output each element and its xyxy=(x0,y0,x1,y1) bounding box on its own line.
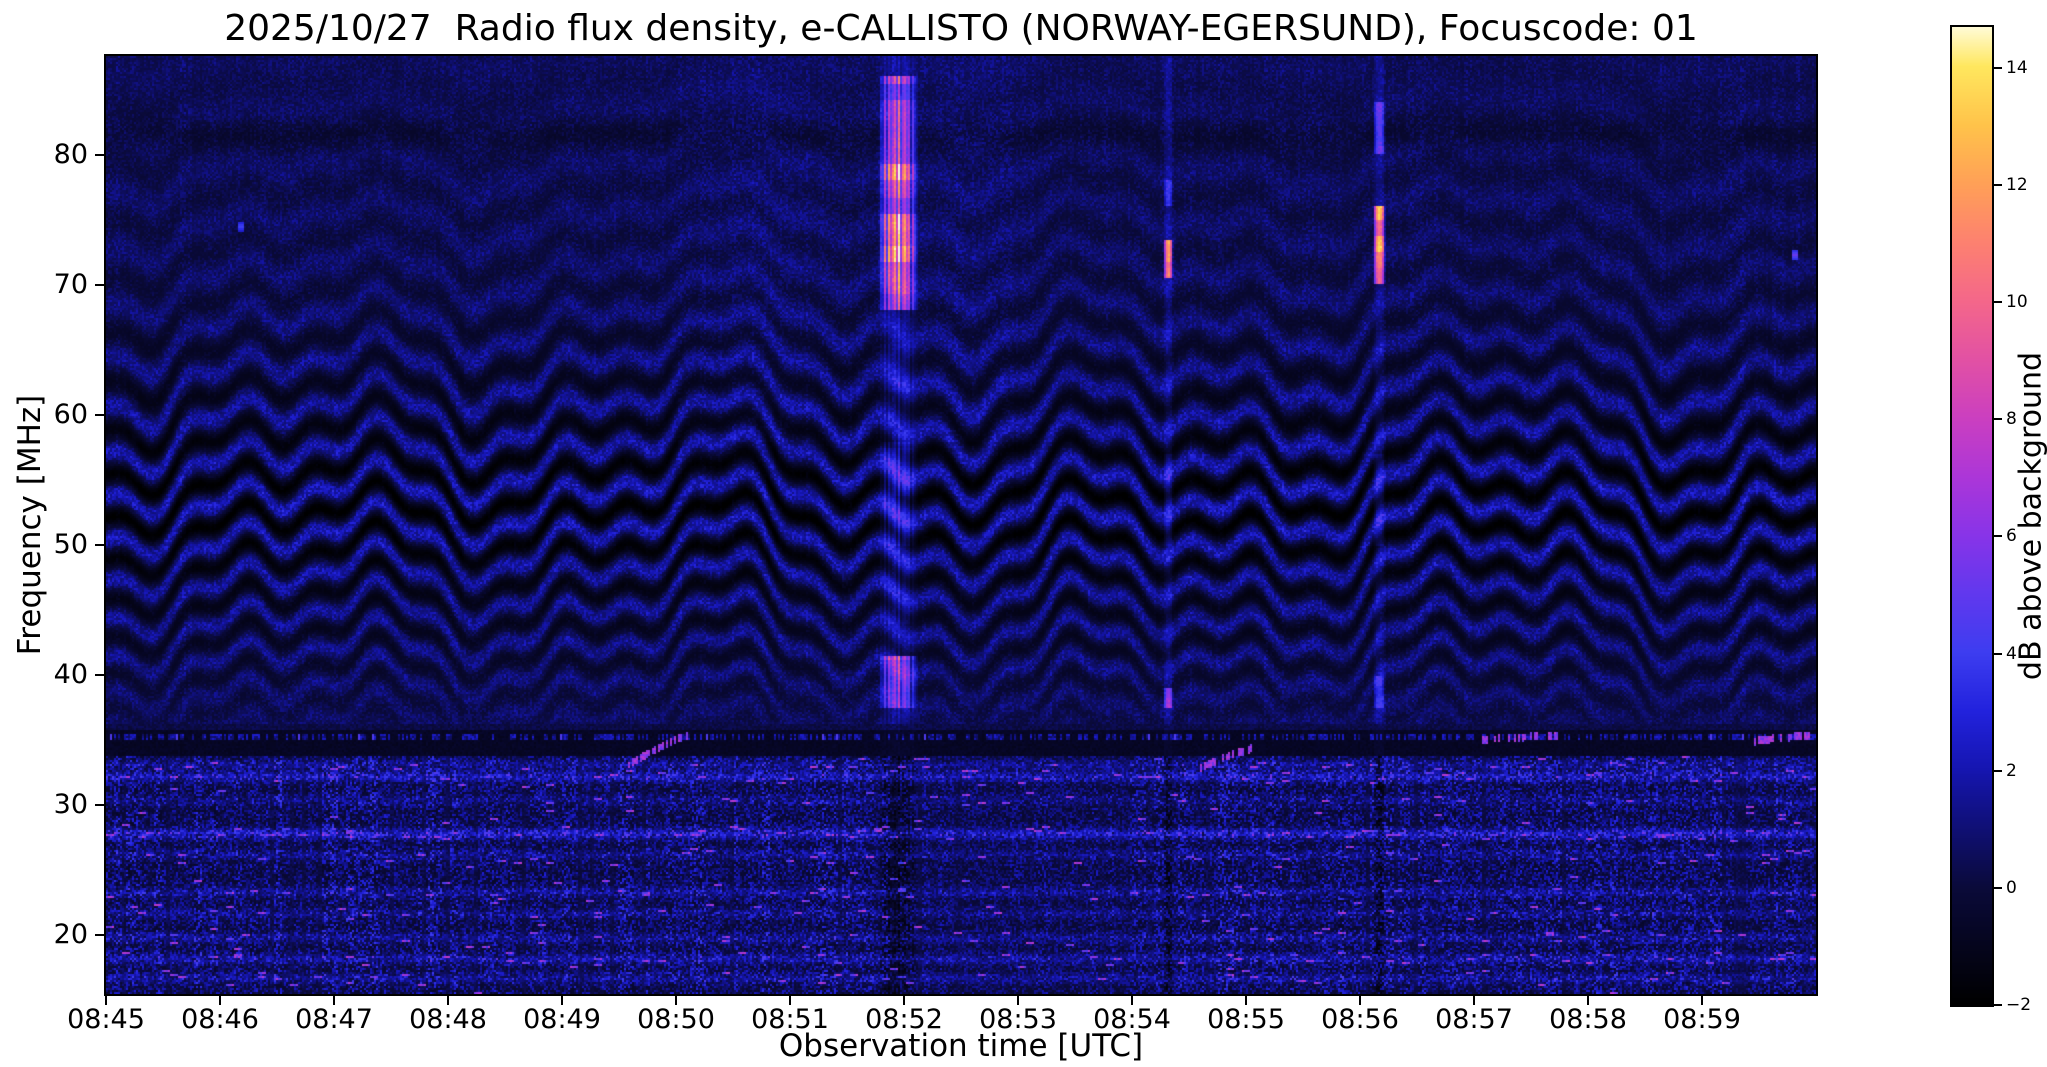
colorbar-tick-mark xyxy=(1994,301,2002,304)
colorbar-tick-label: 10 xyxy=(2006,292,2028,313)
figure-title: 2025/10/27 Radio flux density, e-CALLIST… xyxy=(224,8,1698,49)
y-tick-label: 70 xyxy=(53,268,88,300)
x-tick-label: 08:55 xyxy=(1207,1004,1285,1035)
colorbar xyxy=(1950,25,1994,1007)
y-tick-mark xyxy=(95,283,104,286)
x-tick-label: 08:52 xyxy=(865,1004,943,1035)
colorbar-tick-label: 6 xyxy=(2006,526,2017,547)
colorbar-tick-label: 4 xyxy=(2006,643,2017,664)
colorbar-tick-mark xyxy=(1994,418,2002,421)
colorbar-label: dB above background xyxy=(2013,351,2047,681)
x-tick-mark xyxy=(447,996,449,1005)
y-tick-mark xyxy=(95,414,104,417)
x-tick-label: 08:50 xyxy=(637,1004,715,1035)
y-tick-mark xyxy=(95,544,104,547)
y-axis-label: Frequency [MHz] xyxy=(12,394,48,656)
x-tick-label: 08:45 xyxy=(67,1004,145,1035)
x-tick-mark xyxy=(1245,996,1247,1005)
x-tick-mark xyxy=(1359,996,1361,1005)
colorbar-tick-mark xyxy=(1994,1004,2002,1006)
x-tick-mark xyxy=(903,996,905,1005)
y-tick-label: 30 xyxy=(53,789,88,821)
colorbar-tick-mark xyxy=(1994,652,2002,655)
x-tick-mark xyxy=(675,996,677,1005)
x-tick-label: 08:56 xyxy=(1321,1004,1399,1035)
x-tick-mark xyxy=(1587,996,1589,1005)
x-tick-mark xyxy=(1017,996,1019,1005)
x-tick-label: 08:49 xyxy=(523,1004,601,1035)
x-tick-mark xyxy=(219,996,221,1005)
colorbar-tick-mark xyxy=(1994,184,2002,187)
x-tick-label: 08:58 xyxy=(1549,1004,1627,1035)
x-tick-label: 08:51 xyxy=(751,1004,829,1035)
y-tick-mark xyxy=(95,153,104,156)
x-tick-label: 08:46 xyxy=(181,1004,259,1035)
y-tick-mark xyxy=(95,934,104,937)
y-tick-label: 40 xyxy=(53,659,88,691)
spectrogram-heatmap xyxy=(106,56,1816,994)
colorbar-tick-mark xyxy=(1994,886,2002,889)
x-tick-label: 08:54 xyxy=(1093,1004,1171,1035)
colorbar-tick-mark xyxy=(1994,769,2002,772)
x-tick-label: 08:59 xyxy=(1663,1004,1741,1035)
y-tick-label: 60 xyxy=(53,399,88,431)
x-tick-label: 08:53 xyxy=(979,1004,1057,1035)
plot-area xyxy=(104,54,1818,996)
colorbar-tick-label: 0 xyxy=(2006,877,2017,898)
y-tick-mark xyxy=(95,674,104,677)
colorbar-gradient xyxy=(1952,27,1992,1005)
colorbar-tick-mark xyxy=(1994,535,2002,538)
y-tick-label: 20 xyxy=(53,919,88,951)
y-tick-mark xyxy=(95,804,104,807)
x-tick-label: 08:47 xyxy=(295,1004,373,1035)
x-tick-mark xyxy=(333,996,335,1005)
x-tick-mark xyxy=(1701,996,1703,1005)
y-tick-label: 50 xyxy=(53,529,88,561)
colorbar-tick-label: 2 xyxy=(2006,760,2017,781)
y-tick-label: 80 xyxy=(53,138,88,170)
colorbar-tick-label: 14 xyxy=(2006,57,2028,78)
x-tick-mark xyxy=(1473,996,1475,1005)
colorbar-tick-label: 12 xyxy=(2006,175,2028,196)
x-tick-label: 08:57 xyxy=(1435,1004,1513,1035)
x-tick-mark xyxy=(1131,996,1133,1005)
colorbar-tick-mark xyxy=(1994,66,2002,69)
x-tick-mark xyxy=(105,996,107,1005)
x-axis-label: Observation time [UTC] xyxy=(778,1028,1144,1064)
x-tick-label: 08:48 xyxy=(409,1004,487,1035)
colorbar-tick-label: 8 xyxy=(2006,409,2017,430)
x-tick-mark xyxy=(789,996,791,1005)
x-tick-mark xyxy=(561,996,563,1005)
colorbar-tick-label: −2 xyxy=(2006,995,2032,1015)
